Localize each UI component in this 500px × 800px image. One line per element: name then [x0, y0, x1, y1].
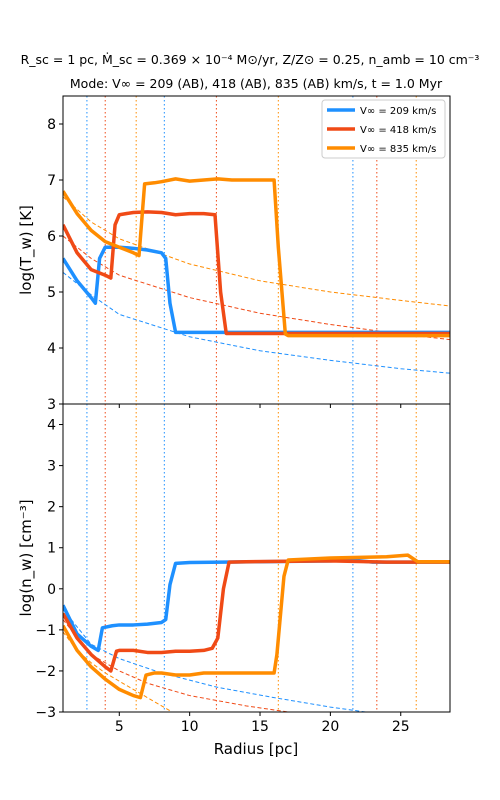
- bottom-y-tick-label: 2: [47, 500, 56, 516]
- top-series-line-2: [63, 177, 450, 338]
- bottom-series-line-1: [63, 559, 450, 673]
- top-panel: 3 4 5 6 7 8 log(T_w) [K]: [17, 95, 451, 413]
- bottom-reference-curve: [63, 609, 366, 712]
- bottom-y-axis-label: log(n_w) [cm⁻³]: [17, 499, 36, 616]
- bottom-panel: −3 −2 −1 0 1 2 3 4 5 10 15 20 25 log(n_w) [cm⁻³]: [17, 403, 451, 735]
- legend-label-835: V∞ = 835 km/s: [360, 144, 436, 155]
- bottom-y-tick-label: 1: [47, 541, 56, 557]
- bottom-series-line-2: [63, 553, 450, 700]
- bottom-x-tick-label: 10: [181, 719, 199, 735]
- bottom-series-line-0: [63, 558, 450, 653]
- chart-title-line-2: Mode: V∞ = 209 (AB), 418 (AB), 835 (AB) …: [70, 76, 443, 91]
- bottom-y-tick-label: −3: [35, 705, 56, 721]
- bottom-y-tick-label: −2: [35, 664, 56, 680]
- legend-box: [321, 99, 446, 159]
- bottom-x-tick-label: 15: [251, 719, 269, 735]
- legend-label-209: V∞ = 209 km/s: [360, 106, 436, 117]
- top-series-line-1: [63, 210, 450, 336]
- chart-title-line-1: R_sc = 1 pc, Ṁ_sc = 0.369 × 10⁻⁴ M⊙/yr, …: [21, 52, 480, 67]
- top-y-tick-label: 4: [47, 341, 56, 357]
- bottom-y-tick-label: −1: [35, 623, 56, 639]
- bottom-y-tick-label: 3: [47, 459, 56, 475]
- bottom-x-tick-label: 20: [321, 719, 339, 735]
- top-y-tick-label: 7: [47, 173, 56, 189]
- bottom-reference-curve: [63, 619, 292, 712]
- top-y-tick-label: 8: [47, 117, 56, 133]
- bottom-panel-frame: [62, 403, 451, 713]
- top-y-tick-label: 5: [47, 285, 56, 301]
- bottom-x-tick-label: 5: [115, 719, 124, 735]
- legend-label-418: V∞ = 418 km/s: [360, 125, 436, 136]
- legend: V∞ = 209 km/s V∞ = 418 km/s V∞ = 835 km/…: [321, 99, 446, 159]
- bottom-y-tick-label: 0: [47, 582, 56, 598]
- bottom-x-tick-label: 25: [392, 719, 410, 735]
- top-y-tick-label: 6: [47, 229, 56, 245]
- top-series-line-0: [63, 245, 450, 335]
- top-reference-curve: [63, 196, 450, 307]
- top-reference-curve: [63, 235, 450, 341]
- bottom-y-tick-label: 4: [47, 418, 56, 434]
- x-axis-label: Radius [pc]: [214, 740, 299, 758]
- top-y-axis-label: log(T_w) [K]: [17, 205, 36, 295]
- top-reference-curve: [63, 272, 450, 374]
- top-y-tick-label: 3: [47, 397, 56, 413]
